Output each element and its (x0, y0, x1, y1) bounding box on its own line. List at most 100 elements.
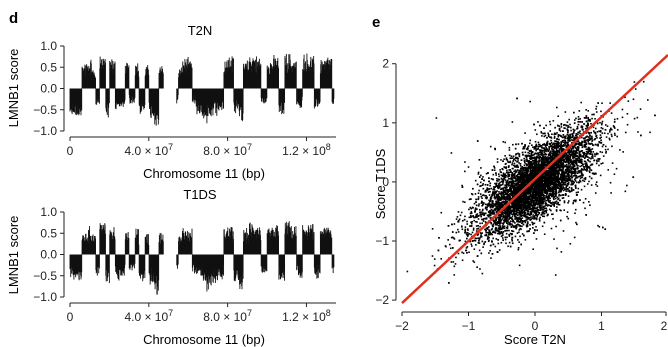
scatter-point (525, 224, 528, 227)
scatter-point (553, 198, 555, 201)
scatter-point (602, 155, 605, 157)
scatter-point (547, 132, 549, 135)
scatter-point (519, 217, 522, 219)
scatter-point (513, 211, 515, 214)
scatter-point (497, 185, 499, 188)
scatter-point (477, 192, 480, 195)
scatter-point (563, 187, 565, 189)
scatter-point (488, 230, 491, 232)
scatter-point (560, 188, 562, 190)
scatter-point (502, 194, 505, 197)
scatter-point (471, 222, 473, 225)
scatter-point (558, 193, 560, 196)
scatter-point (500, 193, 502, 196)
scatter-point (559, 164, 562, 167)
scatter-point (551, 176, 553, 179)
scatter-point (534, 217, 537, 220)
scatter-point (554, 176, 557, 179)
scatter-point (569, 137, 571, 140)
scatter-point (514, 166, 516, 168)
scatter-point (464, 170, 466, 173)
scatter-point (538, 149, 541, 151)
scatter-point (570, 129, 572, 132)
scatter-point (487, 191, 490, 194)
scatter-point (549, 155, 552, 158)
scatter-point (517, 166, 519, 169)
scatter-point (545, 211, 548, 214)
scatter-point (584, 137, 586, 139)
scatter-point (568, 155, 570, 158)
scatter-point (494, 229, 497, 231)
scatter-point (490, 200, 492, 202)
scatter-point (581, 125, 584, 128)
scatter-point (611, 145, 613, 148)
scatter-point (580, 144, 582, 146)
scatter-point (532, 216, 534, 218)
scatter-point (528, 157, 531, 160)
x-axis-label: Chromosome 11 (bp) (143, 166, 265, 181)
scatter-point (481, 213, 484, 216)
x-axis-label: Chromosome 11 (bp) (143, 332, 265, 347)
scatter-point (624, 131, 627, 134)
scatter-point (470, 221, 472, 224)
scatter-point (537, 191, 539, 194)
scatter-point (509, 209, 512, 212)
scatter-point (589, 164, 592, 167)
scatter-point (549, 157, 552, 159)
scatter-point (494, 245, 497, 248)
scatter-point (553, 147, 556, 150)
scatter-point (502, 173, 505, 176)
scatter-point (491, 201, 493, 204)
scatter-point (545, 150, 547, 153)
scatter-point (483, 242, 485, 245)
scatter-point (494, 205, 497, 207)
scatter-point (475, 237, 478, 240)
scatter-point (555, 210, 558, 212)
scatter-point (544, 145, 547, 148)
scatter-point (518, 209, 521, 212)
scatter-point (448, 243, 451, 246)
scatter-point (569, 190, 572, 193)
scatter-point (584, 164, 587, 167)
scatter-point (469, 206, 472, 209)
scatter-point (587, 131, 589, 134)
scatter-point (569, 155, 572, 158)
scatter-point (544, 158, 547, 160)
scatter-point (480, 195, 483, 198)
y-tick-label: 0.0 (40, 248, 57, 262)
scatter-point (511, 181, 514, 184)
scatter-point (542, 208, 545, 211)
scatter-point (580, 155, 583, 158)
scatter-point (595, 183, 597, 186)
scatter-point (526, 221, 529, 223)
scatter-point (506, 169, 508, 172)
x-tick-label: 1.2 × 108 (282, 308, 331, 324)
scatter-point (626, 123, 629, 126)
scatter-point (574, 212, 576, 215)
x-tick-label: 0 (67, 310, 74, 324)
scatter-point (588, 165, 590, 168)
scatter-point (514, 172, 516, 175)
scatter-point (575, 191, 578, 194)
scatter-point (523, 157, 525, 160)
scatter-point (580, 188, 583, 191)
scatter-point (583, 177, 586, 180)
scatter-point (621, 116, 624, 119)
y-tick-label: 0.5 (40, 60, 57, 74)
scatter-point (539, 216, 541, 219)
scatter-point (596, 160, 598, 163)
scatter-point (505, 208, 507, 211)
scatter-point (470, 192, 473, 195)
scatter-point (550, 213, 553, 216)
scatter-point (531, 144, 533, 147)
scatter-point (484, 194, 486, 197)
scatter-point (522, 147, 524, 150)
scatter-point (557, 158, 560, 161)
scatter-point (575, 147, 577, 150)
scatter-point (601, 122, 603, 124)
scatter-point (540, 190, 542, 192)
scatter-point (608, 138, 611, 141)
x-tick-label: 8.0 × 107 (203, 308, 252, 324)
scatter-point (622, 151, 624, 153)
scatter-point (481, 204, 483, 207)
